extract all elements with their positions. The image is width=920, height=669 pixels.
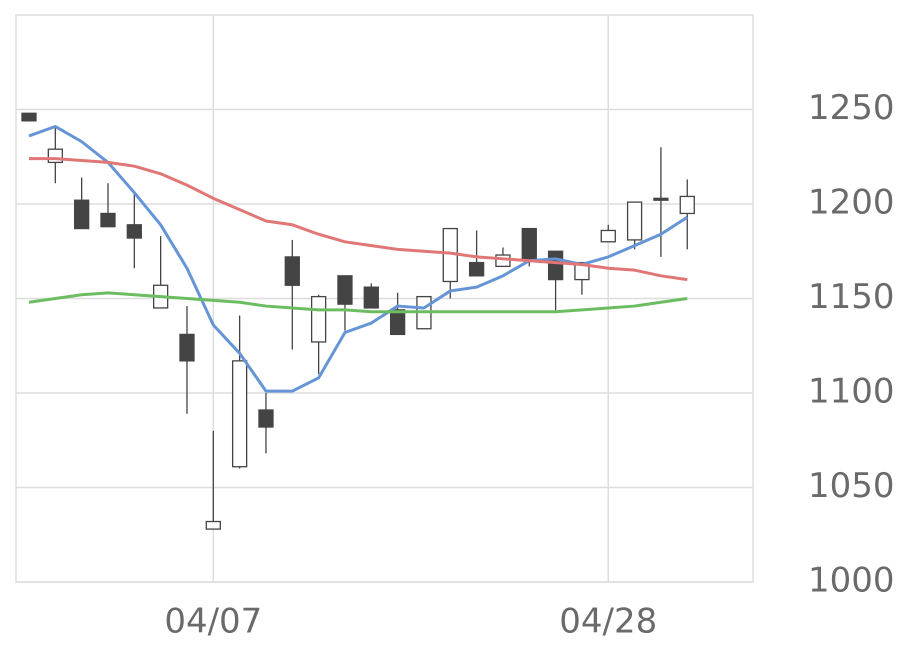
x-tick-label: 04/28 [559,602,657,642]
moving-average-line [29,157,688,282]
candle-body [74,199,90,230]
candle-body [574,261,590,281]
y-tick-label: 1150 [808,277,895,317]
y-tick-label: 1250 [808,88,895,128]
candle-body [389,309,406,336]
candle-body [284,256,300,286]
candle-body [337,275,353,305]
candle-body [626,201,643,241]
y-tick-label: 1100 [808,372,895,412]
candle-body [126,224,142,239]
candle-body [363,286,379,309]
candle-body [258,409,274,428]
candle-body [205,520,221,530]
x-tick-label: 04/07 [164,602,262,642]
candle-body [468,261,485,277]
candle-body [179,333,195,362]
candle-body [653,197,669,201]
moving-average-line [28,291,688,314]
candle-body [495,254,511,268]
candle-body [600,229,616,243]
y-tick-label: 1200 [808,183,895,223]
candle-body [310,295,327,343]
y-tick-label: 1000 [808,561,895,601]
y-tick-label: 1050 [808,466,895,506]
candle-body [679,195,695,215]
candle-body [231,360,248,468]
candle-body [547,250,564,281]
candle-body [521,227,537,260]
candle-body [100,212,116,228]
candle-body [21,112,37,122]
